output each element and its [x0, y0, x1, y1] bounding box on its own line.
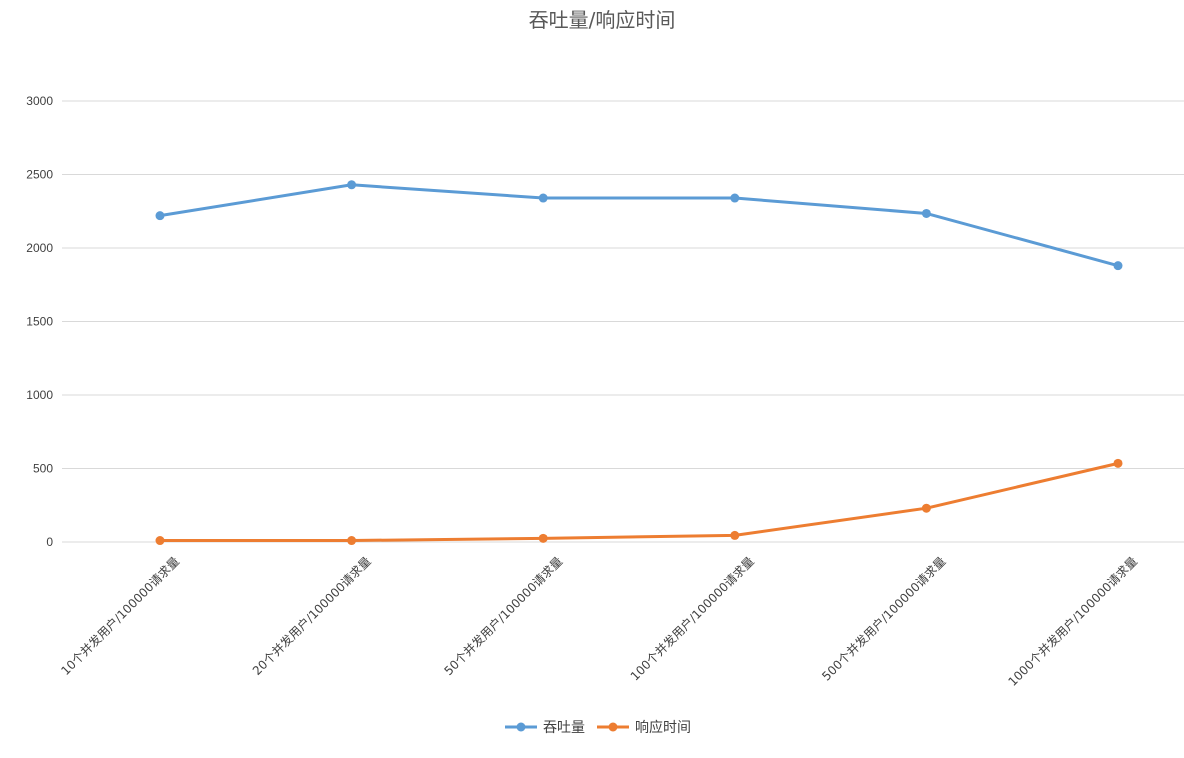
x-tick-label: 10个并发用户/100000请求量: [58, 554, 183, 679]
y-tick-label: 0: [46, 535, 53, 549]
data-point: [1113, 261, 1123, 271]
x-tick-label: 50个并发用户/100000请求量: [441, 554, 566, 679]
data-point: [155, 536, 165, 546]
y-axis-tick-labels: 0 500 1000 1500 2000 2500 3000: [26, 94, 53, 549]
data-point: [155, 211, 165, 221]
legend-label: 吞吐量: [543, 720, 585, 736]
data-point: [921, 503, 931, 513]
y-tick-label: 1000: [26, 388, 53, 402]
series-1: [155, 180, 1123, 271]
y-tick-label: 1500: [26, 315, 53, 329]
data-point: [538, 533, 548, 543]
legend: 吞吐量 响应时间: [505, 719, 691, 736]
legend-swatch-marker: [608, 722, 618, 732]
legend-item: 响应时间: [597, 719, 691, 736]
data-point: [538, 193, 548, 203]
series-group: [155, 180, 1123, 546]
y-tick-label: 500: [33, 462, 53, 476]
x-axis-tick-labels: 10个并发用户/100000请求量 20个并发用户/100000请求量 50个并发用…: [58, 554, 1141, 689]
data-point: [730, 193, 740, 203]
legend-label: 响应时间: [635, 719, 691, 736]
series-2: [155, 458, 1123, 546]
x-tick-label: 100个并发用户/100000请求量: [627, 554, 757, 684]
data-point: [347, 536, 357, 546]
y-tick-label: 3000: [26, 94, 53, 108]
legend-item: 吞吐量: [505, 720, 585, 736]
y-tick-label: 2000: [26, 241, 53, 255]
series-line: [158, 183, 1120, 268]
data-point: [921, 208, 931, 218]
data-point: [347, 180, 357, 190]
y-tick-label: 2500: [26, 168, 53, 182]
data-point: [1113, 458, 1123, 468]
x-tick-label: 20个并发用户/100000请求量: [249, 554, 374, 679]
chart-title: 吞吐量/响应时间: [529, 8, 676, 32]
series-line: [158, 461, 1120, 543]
gridlines: [62, 100, 1184, 543]
x-tick-label: 1000个并发用户/100000请求量: [1005, 554, 1140, 689]
x-tick-label: 500个并发用户/100000请求量: [819, 554, 949, 684]
legend-swatch-marker: [516, 722, 526, 732]
data-point: [730, 530, 740, 540]
